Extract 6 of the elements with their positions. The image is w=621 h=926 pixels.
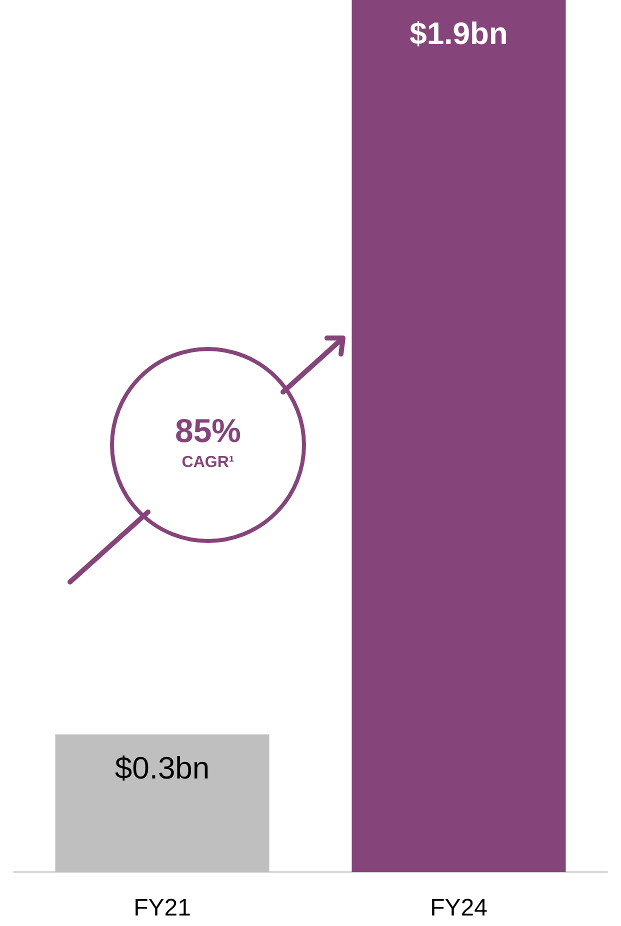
- x-tick-label: FY21: [134, 894, 191, 922]
- x-tick-label: FY24: [430, 894, 488, 922]
- annotation: 85%: [174, 412, 242, 450]
- data-label: $0.3bn: [114, 750, 210, 786]
- annotation: CAGR¹: [180, 454, 236, 472]
- data-label: $1.9bn: [410, 16, 508, 51]
